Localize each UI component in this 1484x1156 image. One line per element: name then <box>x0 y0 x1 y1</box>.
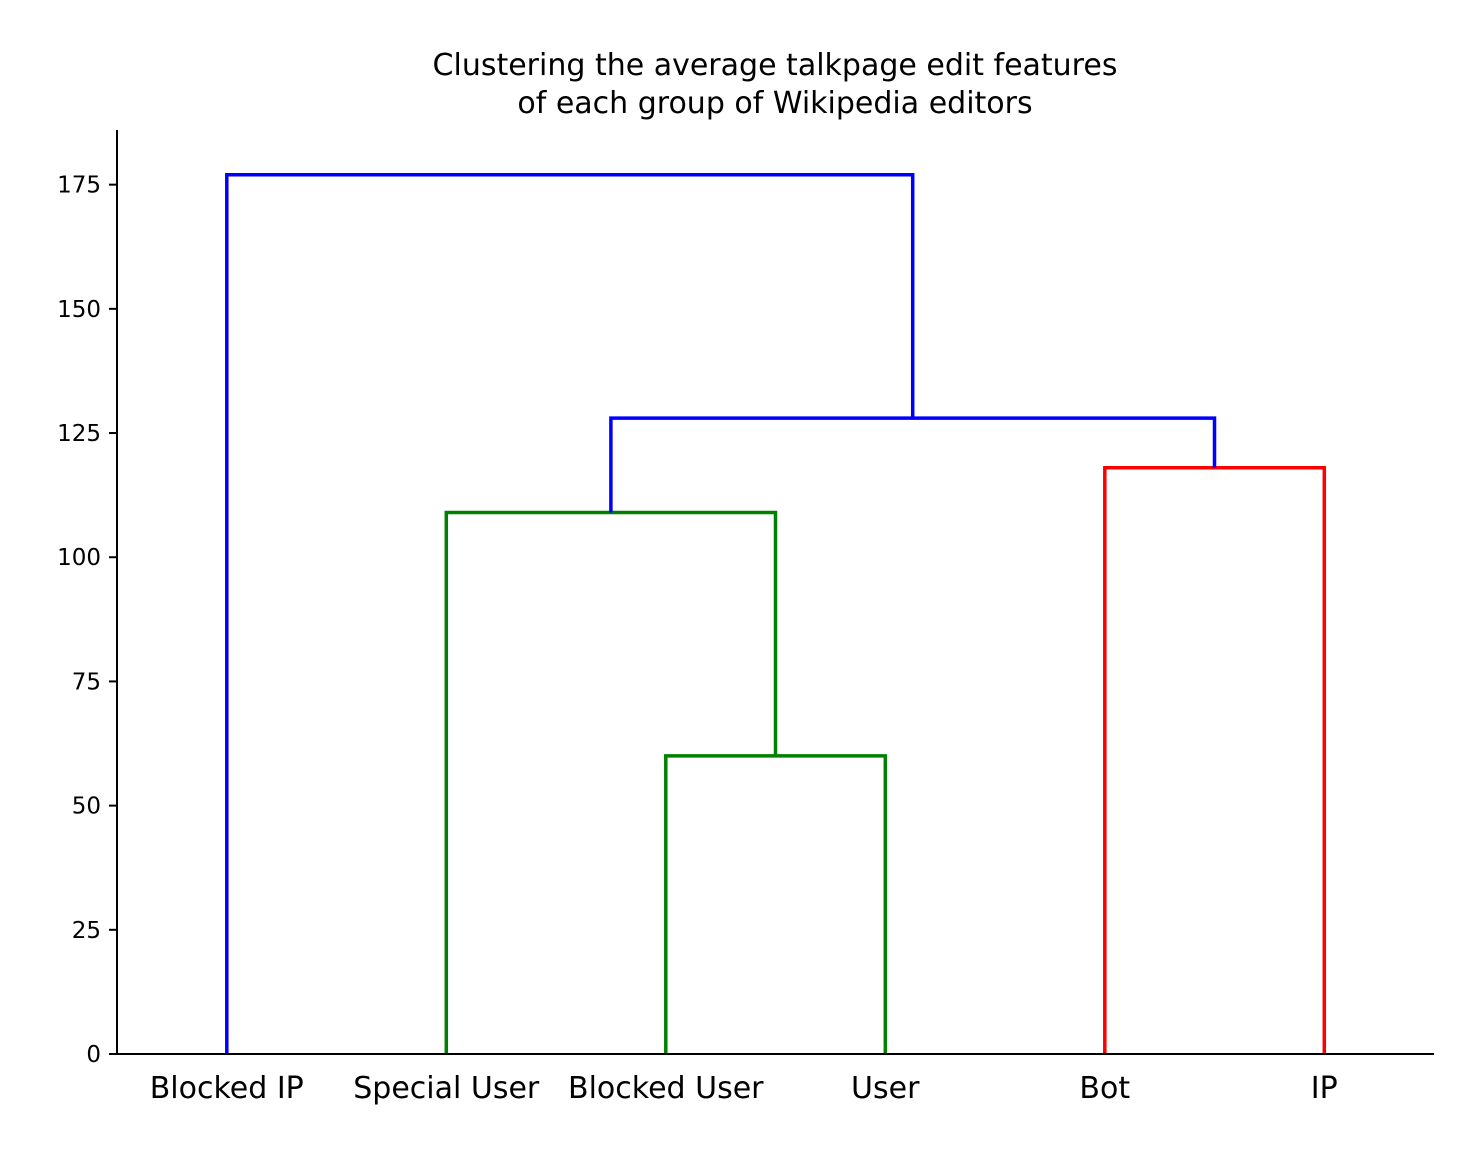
leaf-label: IP <box>1311 1071 1338 1106</box>
dendrogram-link-2 <box>444 510 778 1054</box>
leaf-label: User <box>851 1071 920 1106</box>
chart-title-line-1: Clustering the average talkpage edit fea… <box>433 48 1118 83</box>
chart-title-line-2: of each group of Wikipedia editors <box>517 86 1032 121</box>
dendrogram-link-4 <box>609 416 1217 513</box>
leaf-label: Bot <box>1079 1071 1130 1106</box>
y-axis-ticks: 0 25 50 75 100 125 150 175 <box>57 173 117 1068</box>
y-tick-label: 125 <box>57 421 101 447</box>
dendrogram-link-3 <box>1103 466 1327 1054</box>
y-tick-label: 75 <box>72 669 101 695</box>
leaf-label: Blocked User <box>568 1071 764 1106</box>
y-tick-label: 100 <box>57 545 101 571</box>
dendrogram-links <box>225 172 1327 1054</box>
y-tick-label: 0 <box>86 1042 101 1068</box>
y-tick-label: 25 <box>72 918 101 944</box>
y-tick-label: 175 <box>57 173 101 199</box>
y-tick-label: 150 <box>57 297 101 323</box>
leaf-label: Special User <box>353 1071 540 1106</box>
leaf-labels: Blocked IP Special User Blocked User User Bo… <box>150 1071 1338 1106</box>
axes <box>116 130 1434 1055</box>
dendrogram-link-1 <box>664 754 888 1054</box>
dendrogram-link-5 <box>225 172 915 1054</box>
leaf-label: Blocked IP <box>150 1071 304 1106</box>
y-tick-label: 50 <box>72 794 101 820</box>
